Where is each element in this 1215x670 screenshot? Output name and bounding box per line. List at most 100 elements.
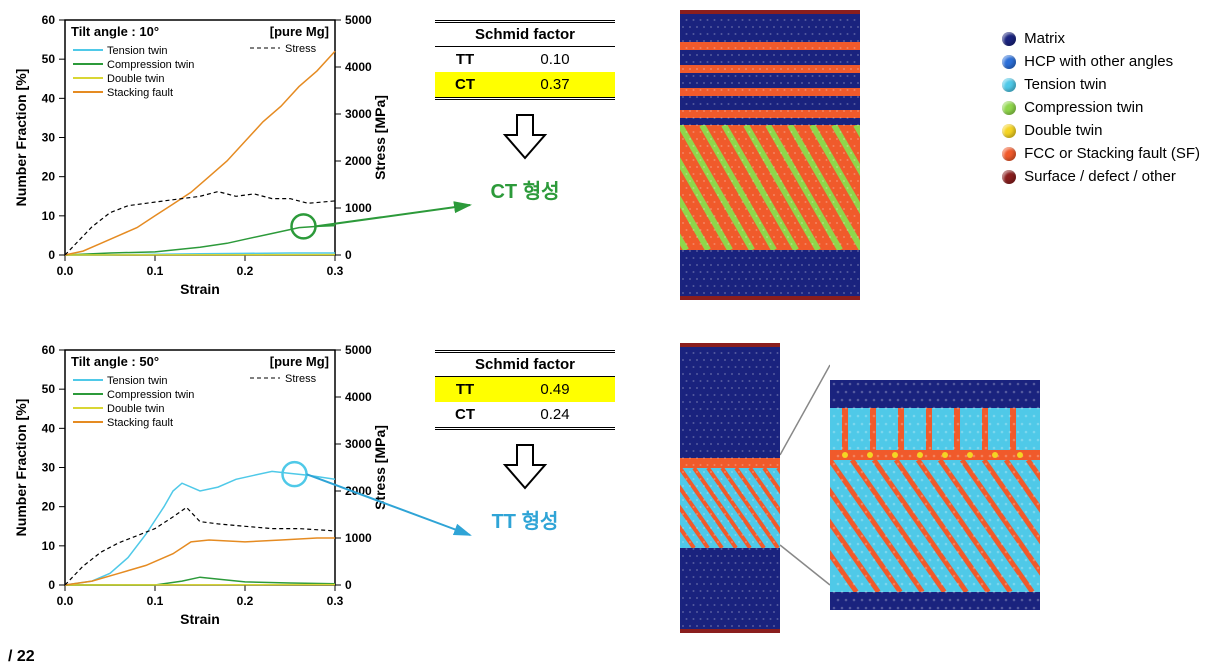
row-value: 0.49 — [495, 377, 615, 402]
legend-item: HCP with other angles — [1002, 53, 1200, 70]
svg-text:Stress [MPa]: Stress [MPa] — [372, 95, 388, 180]
row-value: 0.24 — [495, 402, 615, 427]
atomistic-sim — [680, 10, 860, 300]
legend-label: Tension twin — [1024, 76, 1107, 93]
formation-label: TT 형성 — [492, 505, 559, 534]
svg-text:0.2: 0.2 — [237, 594, 254, 608]
svg-text:0.3: 0.3 — [327, 264, 344, 278]
chart: 0.00.10.20.30102030405060010002000300040… — [10, 340, 390, 630]
row-label: TT — [435, 47, 495, 72]
result-row: 0.00.10.20.30102030405060010002000300040… — [10, 340, 1205, 650]
table-row: CT 0.37 — [435, 72, 615, 97]
svg-text:60: 60 — [42, 13, 56, 27]
svg-text:0.2: 0.2 — [237, 264, 254, 278]
svg-text:10: 10 — [42, 209, 56, 223]
svg-text:0: 0 — [48, 578, 55, 592]
svg-text:50: 50 — [42, 52, 56, 66]
row-value: 0.10 — [495, 47, 615, 72]
legend-item: Double twin — [1002, 122, 1200, 139]
svg-text:Double twin: Double twin — [107, 73, 164, 85]
atom-type-legend: Matrix HCP with other angles Tension twin C… — [1002, 30, 1200, 191]
svg-text:4000: 4000 — [345, 390, 372, 404]
svg-text:Stacking fault: Stacking fault — [107, 417, 173, 429]
row-label: TT — [435, 377, 495, 402]
svg-text:0.0: 0.0 — [57, 594, 74, 608]
svg-text:5000: 5000 — [345, 13, 372, 27]
down-arrow-icon — [500, 440, 550, 490]
legend-dot — [1002, 170, 1016, 184]
svg-text:60: 60 — [42, 343, 56, 357]
svg-text:0: 0 — [345, 578, 352, 592]
simulation-column — [680, 340, 1040, 635]
svg-text:3000: 3000 — [345, 107, 372, 121]
table-header: Schmid factor — [435, 23, 615, 47]
schmid-factor-table: Schmid factor TT 0.10 CT 0.37 — [435, 20, 615, 100]
svg-text:Tilt angle : 10°: Tilt angle : 10° — [71, 24, 159, 39]
svg-text:Tension twin: Tension twin — [107, 375, 168, 387]
svg-text:0.1: 0.1 — [147, 264, 164, 278]
svg-text:2000: 2000 — [345, 484, 372, 498]
svg-text:Double twin: Double twin — [107, 403, 164, 415]
svg-text:10: 10 — [42, 539, 56, 553]
svg-text:Compression twin: Compression twin — [107, 389, 194, 401]
legend-item: Compression twin — [1002, 99, 1200, 116]
svg-text:Stress [MPa]: Stress [MPa] — [372, 425, 388, 510]
svg-text:Stress: Stress — [285, 373, 317, 385]
formation-label: CT 형성 — [490, 175, 559, 204]
svg-text:20: 20 — [42, 170, 56, 184]
svg-text:4000: 4000 — [345, 60, 372, 74]
svg-text:0: 0 — [345, 248, 352, 262]
row-value: 0.37 — [495, 72, 615, 97]
schmid-column: Schmid factor TT 0.10 CT 0.37 CT 형성 — [390, 10, 660, 204]
legend-label: Double twin — [1024, 122, 1102, 139]
zoom-lines-icon — [780, 340, 830, 630]
svg-text:1000: 1000 — [345, 201, 372, 215]
svg-text:Tilt angle : 50°: Tilt angle : 50° — [71, 354, 159, 369]
svg-text:[pure Mg]: [pure Mg] — [270, 24, 329, 39]
chart-container: 0.00.10.20.30102030405060010002000300040… — [10, 10, 390, 300]
legend-item: Tension twin — [1002, 76, 1200, 93]
atomistic-sim — [680, 343, 780, 633]
table-row: TT 0.10 — [435, 47, 615, 72]
legend-label: HCP with other angles — [1024, 53, 1173, 70]
legend-dot — [1002, 147, 1016, 161]
legend-label: Matrix — [1024, 30, 1065, 47]
legend-label: Surface / defect / other — [1024, 168, 1176, 185]
legend-label: Compression twin — [1024, 99, 1143, 116]
svg-text:0: 0 — [48, 248, 55, 262]
row-label: CT — [435, 402, 495, 427]
svg-text:Number Fraction [%]: Number Fraction [%] — [13, 399, 29, 537]
table-row: CT 0.24 — [435, 402, 615, 427]
svg-text:30: 30 — [42, 461, 56, 475]
svg-text:[pure Mg]: [pure Mg] — [270, 354, 329, 369]
svg-text:Number Fraction [%]: Number Fraction [%] — [13, 69, 29, 207]
svg-text:0.3: 0.3 — [327, 594, 344, 608]
chart: 0.00.10.20.30102030405060010002000300040… — [10, 10, 390, 300]
legend-dot — [1002, 78, 1016, 92]
svg-text:3000: 3000 — [345, 437, 372, 451]
svg-text:50: 50 — [42, 382, 56, 396]
legend-item: Matrix — [1002, 30, 1200, 47]
legend-dot — [1002, 124, 1016, 138]
svg-text:Strain: Strain — [180, 611, 220, 627]
page-number: / 22 — [8, 648, 35, 666]
table-header: Schmid factor — [435, 353, 615, 377]
chart-container: 0.00.10.20.30102030405060010002000300040… — [10, 340, 390, 630]
row-label: CT — [435, 72, 495, 97]
svg-text:30: 30 — [42, 131, 56, 145]
legend-item: Surface / defect / other — [1002, 168, 1200, 185]
svg-text:0.1: 0.1 — [147, 594, 164, 608]
svg-text:Stress: Stress — [285, 43, 317, 55]
schmid-factor-table: Schmid factor TT 0.49 CT 0.24 — [435, 350, 615, 430]
legend-dot — [1002, 55, 1016, 69]
schmid-column: Schmid factor TT 0.49 CT 0.24 TT 형성 — [390, 340, 660, 534]
atomistic-zoom — [830, 380, 1040, 610]
svg-text:0.0: 0.0 — [57, 264, 74, 278]
svg-text:1000: 1000 — [345, 531, 372, 545]
svg-text:5000: 5000 — [345, 343, 372, 357]
zoom-view — [830, 380, 1040, 615]
legend-label: FCC or Stacking fault (SF) — [1024, 145, 1200, 162]
svg-text:Tension twin: Tension twin — [107, 45, 168, 57]
svg-text:40: 40 — [42, 421, 56, 435]
svg-text:Compression twin: Compression twin — [107, 59, 194, 71]
